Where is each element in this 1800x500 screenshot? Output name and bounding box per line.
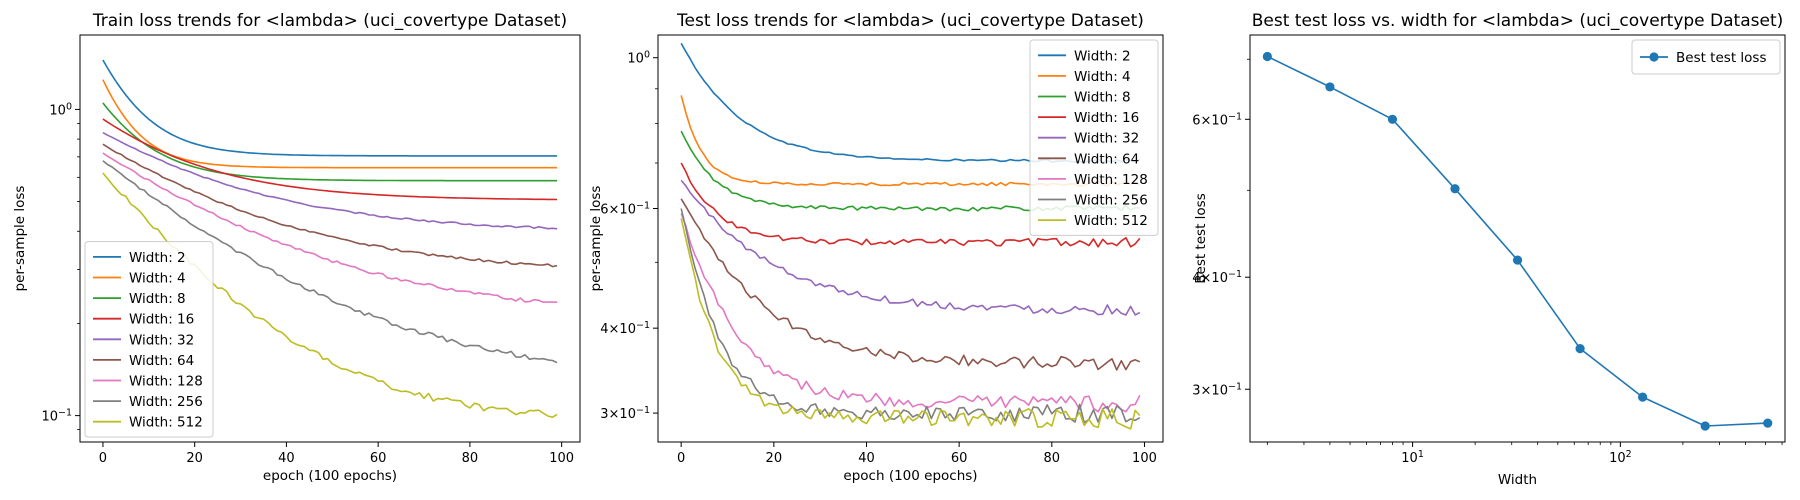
x-axis-label: Width [1498, 472, 1537, 488]
series-line-1 [102, 59, 558, 157]
data-point-8 [1700, 421, 1710, 431]
x-tick-label: 20 [186, 451, 203, 466]
y-axis-label: per-sample loss [12, 186, 28, 292]
x-tick-label: 20 [766, 451, 783, 466]
legend-box [84, 241, 214, 438]
y-tick-label: 3×10−1 [600, 405, 650, 422]
x-tick-label: 101 [1401, 449, 1424, 466]
chart-panel-1: 0 20 40 60 80 100 10−1 100 Train loss trends for… [12, 11, 581, 484]
x-tick-label: 80 [1044, 451, 1061, 466]
series-line-4 [680, 162, 1141, 248]
legend-label: Width: 512 [129, 415, 203, 431]
legend-label: Width: 32 [129, 332, 194, 348]
axes-frame [1249, 34, 1786, 443]
chart-title: Best test loss vs. width for <lambda> (u… [1252, 11, 1784, 31]
y-tick-label: 6×10−1 [1192, 111, 1242, 128]
series-line-6 [680, 198, 1141, 371]
chart-panel-3: 101 102 3×10−1 4×10−1 6×10−1 Best test loss v… [1192, 11, 1786, 488]
x-tick-label: 0 [99, 451, 107, 466]
x-tick-label: 60 [951, 451, 968, 466]
legend-label: Width: 16 [1074, 110, 1139, 126]
chart-panel-2: 0 20 40 60 80 100 3×10−1 4×10−1 6×10−1 100 Test lo… [588, 11, 1164, 484]
x-tick-label: 80 [462, 451, 479, 466]
legend-label: Width: 8 [129, 291, 186, 307]
series-line-2 [102, 79, 558, 169]
data-point-1 [1262, 51, 1272, 62]
data-point-6 [1575, 344, 1585, 354]
series-group [1262, 51, 1773, 431]
data-point-9 [1763, 418, 1773, 428]
legend-label: Width: 64 [1074, 151, 1139, 167]
chart-title: Train loss trends for <lambda> (uci_cove… [92, 11, 567, 31]
x-axis-label: epoch (100 epochs) [843, 468, 977, 484]
legend-label: Width: 256 [1074, 193, 1148, 209]
x-tick-label: 0 [677, 451, 685, 466]
legend-label: Width: 4 [129, 271, 186, 287]
legend: Best test loss [1631, 39, 1781, 75]
legend-label: Width: 512 [1074, 213, 1148, 229]
series-line-7 [680, 213, 1141, 413]
legend-marker [1649, 52, 1659, 62]
legend-label: Width: 256 [129, 394, 203, 410]
y-tick-label: 10−1 [41, 408, 72, 425]
legend-label: Width: 32 [1074, 131, 1139, 147]
y-tick-label: 4×10−1 [600, 320, 650, 337]
data-point-3 [1387, 114, 1398, 124]
legend-label: Width: 8 [1074, 90, 1131, 106]
x-tick-label: 40 [278, 451, 295, 466]
y-axis-label: Best test loss [1193, 193, 1209, 283]
x-tick-label: 100 [1132, 451, 1157, 466]
legend-label: Width: 16 [129, 312, 194, 328]
axes-frame [79, 34, 581, 443]
legend-label: Width: 4 [1074, 69, 1131, 85]
series-line-1 [1267, 55, 1768, 427]
x-tick-label: 40 [858, 451, 875, 466]
axis-ticks: 101 102 3×10−1 4×10−1 6×10−1 [1192, 58, 1783, 466]
legend-box [1029, 39, 1159, 236]
y-tick-label: 6×10−1 [600, 200, 650, 217]
y-tick-label: 3×10−1 [1192, 381, 1242, 398]
data-point-2 [1325, 82, 1335, 92]
y-tick-label: 100 [49, 101, 72, 118]
axis-ticks: 0 20 40 60 80 100 3×10−1 4×10−1 6×10−1 100 [600, 50, 1157, 466]
series-line-8 [102, 160, 558, 364]
axis-ticks: 0 20 40 60 80 100 10−1 100 [41, 101, 574, 466]
x-tick-label: 102 [1609, 449, 1632, 466]
series-line-3 [102, 102, 558, 182]
legend-label: Width: 2 [129, 250, 186, 266]
axes-frame [657, 34, 1164, 443]
y-tick-label: 100 [627, 50, 650, 67]
y-axis-label: per-sample loss [588, 186, 604, 292]
legend-box [1631, 39, 1781, 75]
data-point-7 [1638, 392, 1648, 402]
series-line-5 [102, 131, 558, 230]
data-point-5 [1512, 255, 1523, 265]
series-line-9 [680, 218, 1141, 430]
legend-label: Width: 2 [1074, 48, 1131, 64]
legend-label: Width: 128 [1074, 172, 1148, 188]
series-line-5 [680, 179, 1141, 316]
y-tick-label: 4×10−1 [1192, 269, 1242, 286]
legend-label: Best test loss [1676, 50, 1766, 66]
x-tick-label: 60 [370, 451, 387, 466]
x-tick-label: 100 [549, 451, 574, 466]
legend-label: Width: 64 [129, 353, 194, 369]
legend: Width: 2 Width: 4 Width: 8 Width: 16 Width: … [84, 241, 214, 438]
legend: Width: 2 Width: 4 Width: 8 Width: 16 Width: … [1029, 39, 1159, 236]
series-line-6 [102, 143, 558, 268]
x-axis-label: epoch (100 epochs) [263, 468, 397, 484]
series-line-4 [102, 118, 558, 201]
series-line-7 [102, 152, 558, 303]
data-point-4 [1450, 184, 1460, 194]
chart-title: Test loss trends for <lambda> (uci_cover… [676, 11, 1144, 31]
legend-label: Width: 128 [129, 374, 203, 390]
